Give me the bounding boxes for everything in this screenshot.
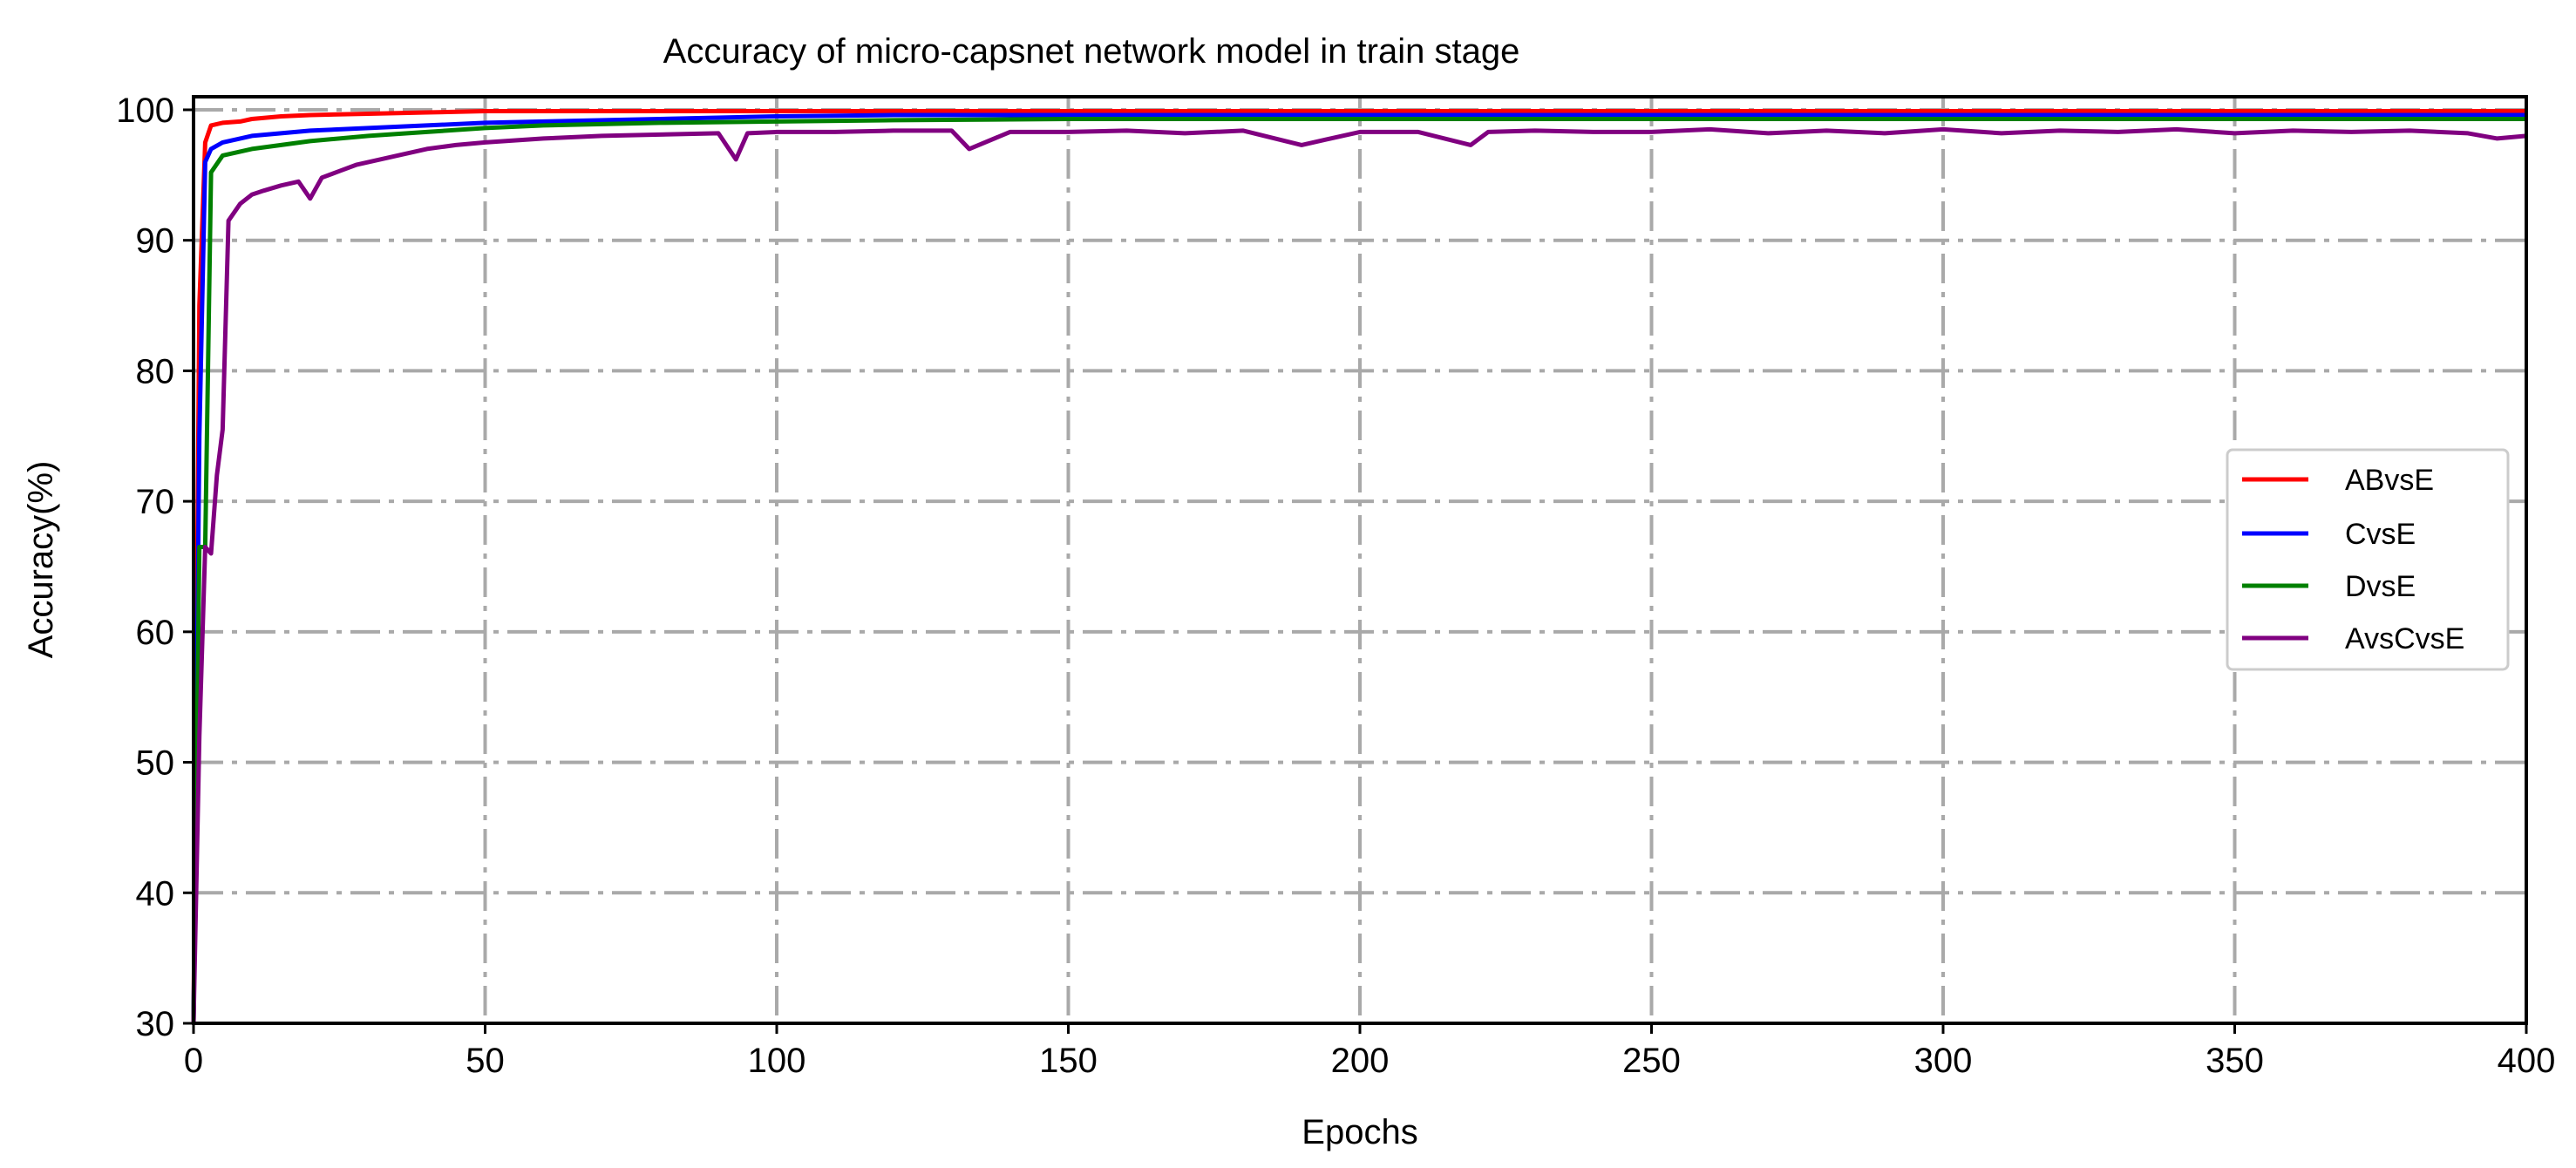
x-tick-label: 350	[2206, 1042, 2264, 1080]
legend-label-cvse: CvsE	[2345, 518, 2416, 551]
x-axis-label: Epochs	[1302, 1113, 1417, 1151]
legend-label-dvse: DvsE	[2345, 570, 2416, 603]
series-line-dvse	[191, 117, 2526, 1024]
x-tick-label: 200	[1331, 1042, 1390, 1080]
x-tick-label: 0	[184, 1042, 203, 1080]
y-axis-label: Accuracy(%)	[22, 461, 60, 659]
y-tick-label: 100	[116, 92, 174, 130]
chart-title: Accuracy of micro-capsnet network model …	[663, 32, 1520, 71]
legend-label-abvse: ABvsE	[2345, 464, 2434, 497]
x-tick-label: 250	[1622, 1042, 1681, 1080]
series-line-avscvse	[191, 126, 2527, 1024]
legend-label-avscvse: AvsCvsE	[2345, 622, 2464, 655]
x-tick-label: 50	[466, 1042, 505, 1080]
legend-box	[2226, 448, 2510, 671]
series-line-abvse	[191, 109, 2526, 1024]
series-group	[191, 109, 2527, 1024]
x-tick-label: 100	[748, 1042, 806, 1080]
y-tick-label: 60	[136, 614, 175, 652]
y-tick-label: 30	[136, 1005, 175, 1043]
y-axis-ticks: 30 40 50 60 70 80 90 100	[116, 92, 194, 1043]
x-axis-ticks: 0 50 100 150 200 250 300 350 400	[184, 1023, 2556, 1080]
series-line-cvse	[191, 112, 2526, 1024]
y-tick-label: 80	[136, 352, 175, 390]
y-tick-label: 40	[136, 874, 175, 913]
y-tick-label: 70	[136, 483, 175, 521]
x-tick-label: 150	[1039, 1042, 1098, 1080]
y-tick-label: 90	[136, 222, 175, 261]
y-tick-label: 50	[136, 744, 175, 783]
x-tick-label: 300	[1914, 1042, 1973, 1080]
x-tick-label: 400	[2498, 1042, 2556, 1080]
legend: ABvsE CvsE DvsE AvsCvsE	[2226, 448, 2510, 671]
